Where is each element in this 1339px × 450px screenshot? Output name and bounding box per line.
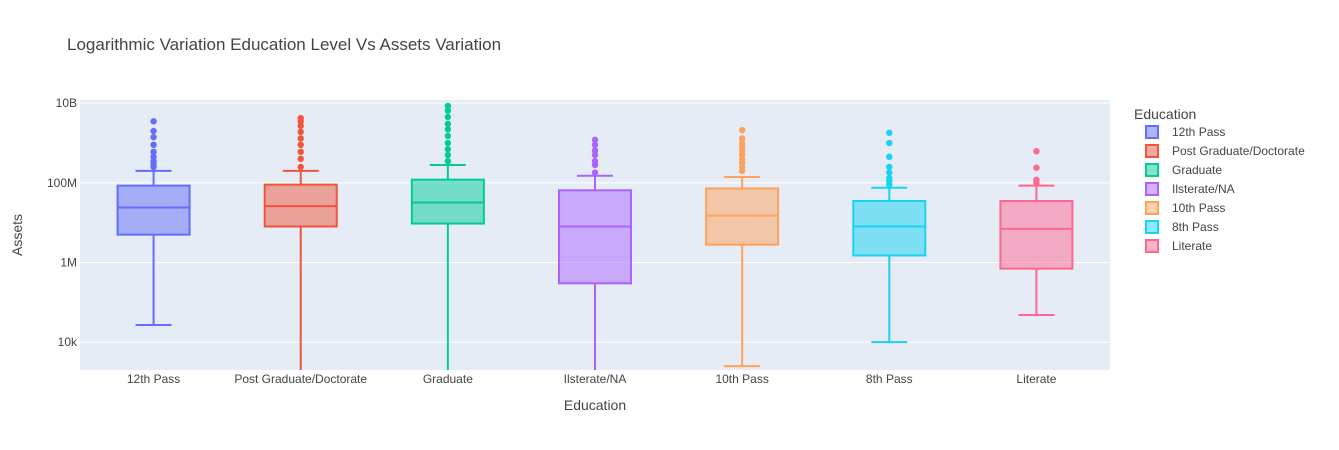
legend-title: Education xyxy=(1134,106,1196,122)
legend-label: 10th Pass xyxy=(1172,201,1225,215)
outlier-point xyxy=(150,127,157,135)
box-trace xyxy=(558,136,632,370)
outlier-point xyxy=(738,126,746,134)
legend-item[interactable]: Ilsterate/NA xyxy=(1145,182,1235,196)
legend-item[interactable]: 12th Pass xyxy=(1145,125,1225,139)
legend-label: Graduate xyxy=(1172,163,1222,177)
outlier-point xyxy=(444,157,452,165)
outlier-point xyxy=(1033,148,1040,155)
outlier-point xyxy=(297,155,304,163)
x-tick-label: 12th Pass xyxy=(127,372,180,386)
outlier-point xyxy=(150,118,157,125)
iqr-box xyxy=(852,199,927,257)
legend-item[interactable]: 8th Pass xyxy=(1145,220,1219,234)
outlier-point xyxy=(444,139,452,147)
legend-label: Ilsterate/NA xyxy=(1172,182,1235,196)
outlier-point xyxy=(444,145,452,153)
x-tick-label: Post Graduate/Doctorate xyxy=(234,372,367,386)
y-tick-label: 1M xyxy=(60,255,77,269)
outlier-point xyxy=(444,132,452,140)
x-tick-label: Ilsterate/NA xyxy=(564,372,627,386)
outlier-point xyxy=(886,139,893,147)
legend-swatch xyxy=(1145,182,1159,196)
iqr-box xyxy=(558,189,632,285)
y-axis-ticks: 10k 1M 100M 10B xyxy=(47,96,78,349)
y-tick-label: 10B xyxy=(56,96,77,110)
y-tick-label: 10k xyxy=(58,335,78,349)
outlier-point xyxy=(150,153,157,161)
outlier-point xyxy=(886,163,893,171)
chart-title: Logarithmic Variation Education Level Vs… xyxy=(67,35,501,54)
legend-swatch xyxy=(1145,239,1159,253)
x-axis-title: Education xyxy=(564,397,626,413)
legend-swatch xyxy=(1145,201,1159,215)
outlier-point xyxy=(444,102,452,110)
outlier-point xyxy=(591,147,599,154)
outlier-point xyxy=(297,148,304,156)
x-axis-ticks: 12th Pass Post Graduate/Doctorate Graduate… xyxy=(127,372,1057,386)
x-tick-label: Literate xyxy=(1016,372,1056,386)
outlier-point xyxy=(444,107,452,114)
outlier-point xyxy=(886,175,893,182)
outlier-point xyxy=(297,114,304,122)
outlier-point xyxy=(297,163,304,171)
outlier-point xyxy=(297,128,304,136)
legend-item[interactable]: Literate xyxy=(1145,239,1212,253)
legend-item[interactable]: Graduate xyxy=(1145,163,1222,177)
outlier-point xyxy=(591,141,599,149)
outlier-point xyxy=(444,120,452,128)
legend-label: Literate xyxy=(1172,239,1212,253)
legend-item[interactable]: 10th Pass xyxy=(1145,201,1225,215)
outlier-point xyxy=(150,133,157,141)
outlier-point xyxy=(297,135,304,142)
legend-item[interactable]: Post Graduate/Doctorate xyxy=(1145,144,1305,158)
legend-label: 8th Pass xyxy=(1172,220,1219,234)
legend-swatch xyxy=(1145,220,1159,234)
outlier-point xyxy=(1033,164,1040,171)
outlier-point xyxy=(150,141,157,149)
x-tick-label: 8th Pass xyxy=(866,372,913,386)
box-trace xyxy=(705,126,780,368)
y-tick-label: 100M xyxy=(47,176,77,190)
outlier-point xyxy=(886,169,893,176)
y-axis-title: Assets xyxy=(9,214,25,256)
iqr-box xyxy=(999,199,1074,270)
outlier-point xyxy=(591,136,599,144)
x-tick-label: 10th Pass xyxy=(715,372,768,386)
outlier-point xyxy=(591,169,599,176)
outlier-point xyxy=(150,148,157,156)
outlier-point xyxy=(297,122,304,130)
legend-label: 12th Pass xyxy=(1172,125,1225,139)
outlier-point xyxy=(444,126,452,133)
box-trace xyxy=(410,102,485,370)
box-trace xyxy=(116,118,191,326)
outlier-point xyxy=(591,151,599,159)
outlier-point xyxy=(886,153,893,161)
outlier-point xyxy=(444,113,452,121)
iqr-box xyxy=(116,184,191,236)
x-tick-label: Graduate xyxy=(423,372,473,386)
outlier-point xyxy=(886,129,893,137)
box-traces xyxy=(116,102,1074,370)
box-trace xyxy=(263,114,338,370)
outlier-point xyxy=(738,155,746,163)
outlier-point xyxy=(444,151,452,159)
legend: Education 12th Pass Post Graduate/Doctora… xyxy=(1134,106,1305,253)
legend-swatch xyxy=(1145,144,1159,158)
outlier-point xyxy=(591,157,599,165)
outlier-point xyxy=(297,141,304,149)
legend-swatch xyxy=(1145,163,1159,177)
legend-label: Post Graduate/Doctorate xyxy=(1172,144,1305,158)
outlier-point xyxy=(738,139,746,147)
box-trace xyxy=(999,148,1074,317)
legend-swatch xyxy=(1145,125,1159,139)
box-trace xyxy=(852,129,927,344)
outlier-point xyxy=(738,135,746,142)
outlier-point xyxy=(1033,176,1040,183)
